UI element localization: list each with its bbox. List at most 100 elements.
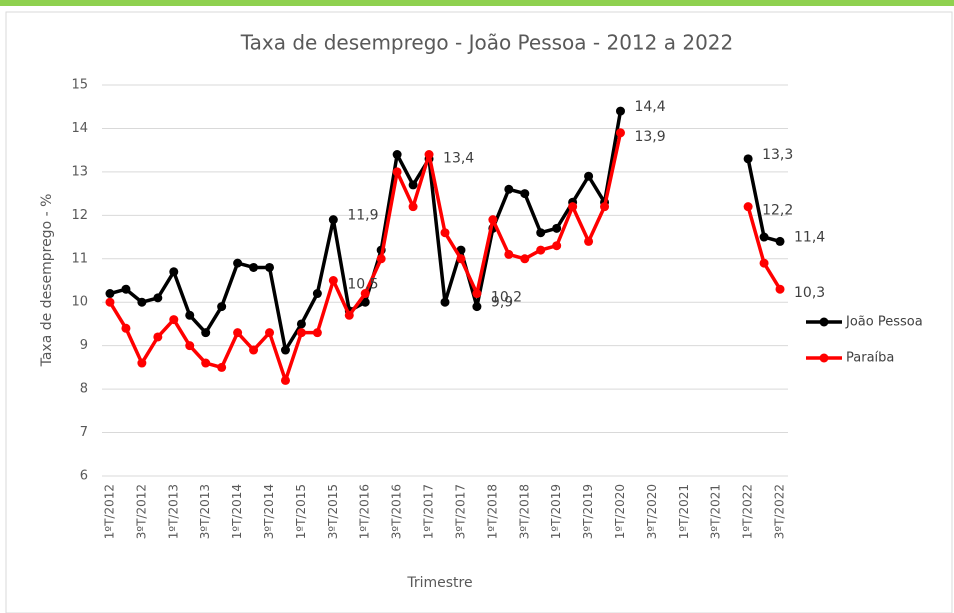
data-point [328,276,338,285]
legend-label: João Pessoa [845,315,923,330]
x-tick-label: 1ºT/2013 [166,484,180,539]
data-point [217,302,227,312]
data-point [488,215,498,225]
data-label: 13,4 [443,151,474,167]
x-tick-label: 1ºT/2015 [294,484,308,539]
x-tick-label: 1ºT/2020 [613,484,627,539]
x-tick-label: 3ºT/2022 [773,484,787,539]
x-tick-label: 3ºT/2014 [262,484,276,539]
x-tick-label: 3ºT/2020 [645,484,659,539]
data-point [360,297,370,307]
data-point [392,150,402,160]
data-point [153,293,163,303]
data-point [743,154,753,164]
data-point [105,297,115,307]
data-point [568,202,578,212]
data-point [440,297,450,307]
legend-label: Paraíba [846,351,894,366]
data-point [408,180,418,190]
data-point [328,215,338,225]
data-point [584,171,594,181]
x-tick-label: 1ºT/2012 [102,484,116,539]
legend-marker [819,353,829,363]
chart-title: Taxa de desemprego - João Pessoa - 2012 … [240,31,734,55]
data-point [536,245,546,255]
y-tick-label: 6 [80,469,88,484]
y-tick-label: 10 [71,295,88,310]
y-axis-label: Taxa de desemprego - % [39,194,55,368]
data-point [280,345,290,355]
data-point [312,289,322,299]
data-point [584,236,594,246]
data-point [344,310,354,320]
data-point [536,228,546,238]
y-tick-label: 15 [71,78,88,93]
data-point [201,328,211,338]
data-point [376,254,386,264]
data-point [249,262,259,272]
data-point [504,184,514,194]
data-point [472,289,482,299]
y-tick-label: 11 [71,251,88,266]
x-tick-label: 3ºT/2016 [390,484,404,539]
data-label: 12,2 [762,203,793,219]
data-point [296,328,306,338]
data-point [137,358,147,368]
data-point [615,106,625,116]
data-point [600,202,610,212]
data-point [312,328,322,338]
x-tick-label: 3ºT/2021 [709,484,723,539]
data-label: 11,4 [794,229,825,245]
chart-frame [5,11,953,613]
data-point [392,167,402,177]
x-tick-label: 1ºT/2018 [485,484,499,539]
data-point [408,202,418,212]
data-label: 13,3 [762,147,793,163]
x-tick-label: 3ºT/2019 [581,484,595,539]
x-tick-label: 1ºT/2017 [422,484,436,539]
data-point [456,254,466,264]
data-point [121,323,131,333]
data-point [185,341,195,351]
data-point [472,302,482,312]
data-point [743,202,753,212]
legend-marker [819,317,829,327]
y-tick-label: 8 [80,382,88,397]
x-axis-label: Trimestre [406,575,472,591]
data-point [759,232,769,242]
data-label: 13,9 [634,129,665,145]
data-point [520,189,530,199]
top-bar [0,0,954,6]
data-label: 11,9 [347,208,378,224]
x-tick-label: 3ºT/2018 [517,484,531,539]
data-point [520,254,530,264]
data-point [775,236,785,246]
data-point [504,249,514,259]
data-point [153,332,163,342]
data-point [759,258,769,268]
x-tick-label: 1ºT/2014 [230,484,244,539]
x-tick-label: 1ºT/2021 [677,484,691,539]
data-point [169,267,179,277]
data-point [280,375,290,385]
data-point [265,328,275,338]
data-point [105,289,115,299]
data-label: 14,4 [634,99,665,115]
data-point [137,297,147,307]
data-point [217,362,227,372]
data-point [265,262,275,272]
x-tick-label: 3ºT/2015 [326,484,340,539]
x-tick-label: 3ºT/2017 [453,484,467,539]
x-tick-label: 3ºT/2013 [198,484,212,539]
data-point [424,150,434,160]
y-tick-label: 7 [80,425,88,440]
data-point [440,228,450,238]
data-label: 10,3 [794,285,825,301]
y-tick-label: 12 [71,208,88,223]
y-tick-label: 14 [71,121,88,136]
data-point [552,241,562,251]
x-tick-label: 1ºT/2016 [358,484,372,539]
data-point [169,315,179,325]
